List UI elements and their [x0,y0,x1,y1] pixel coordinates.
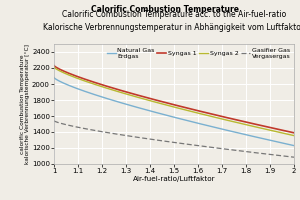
Y-axis label: calorific Combustion Temperature
kalorische Verbrennungstemperatur [°C]: calorific Combustion Temperature kaloris… [20,44,30,164]
Text: Kalorische Verbrennungstemperatur in Abhängigkeit vom Luftfaktor: Kalorische Verbrennungstemperatur in Abh… [44,23,300,32]
Text: Calorific Combustion Temperature: Calorific Combustion Temperature [91,5,239,14]
Legend: Natural Gas
Erdgas, Syngas 1, Syngas 2, Gasifier Gas
Vergasergas: Natural Gas Erdgas, Syngas 1, Syngas 2, … [104,45,293,61]
X-axis label: Air-fuel-ratio/Luftfaktor: Air-fuel-ratio/Luftfaktor [133,176,215,182]
Text: Calorific Combustion Temperature acc. to the Air-fuel-ratio: Calorific Combustion Temperature acc. to… [62,10,286,19]
